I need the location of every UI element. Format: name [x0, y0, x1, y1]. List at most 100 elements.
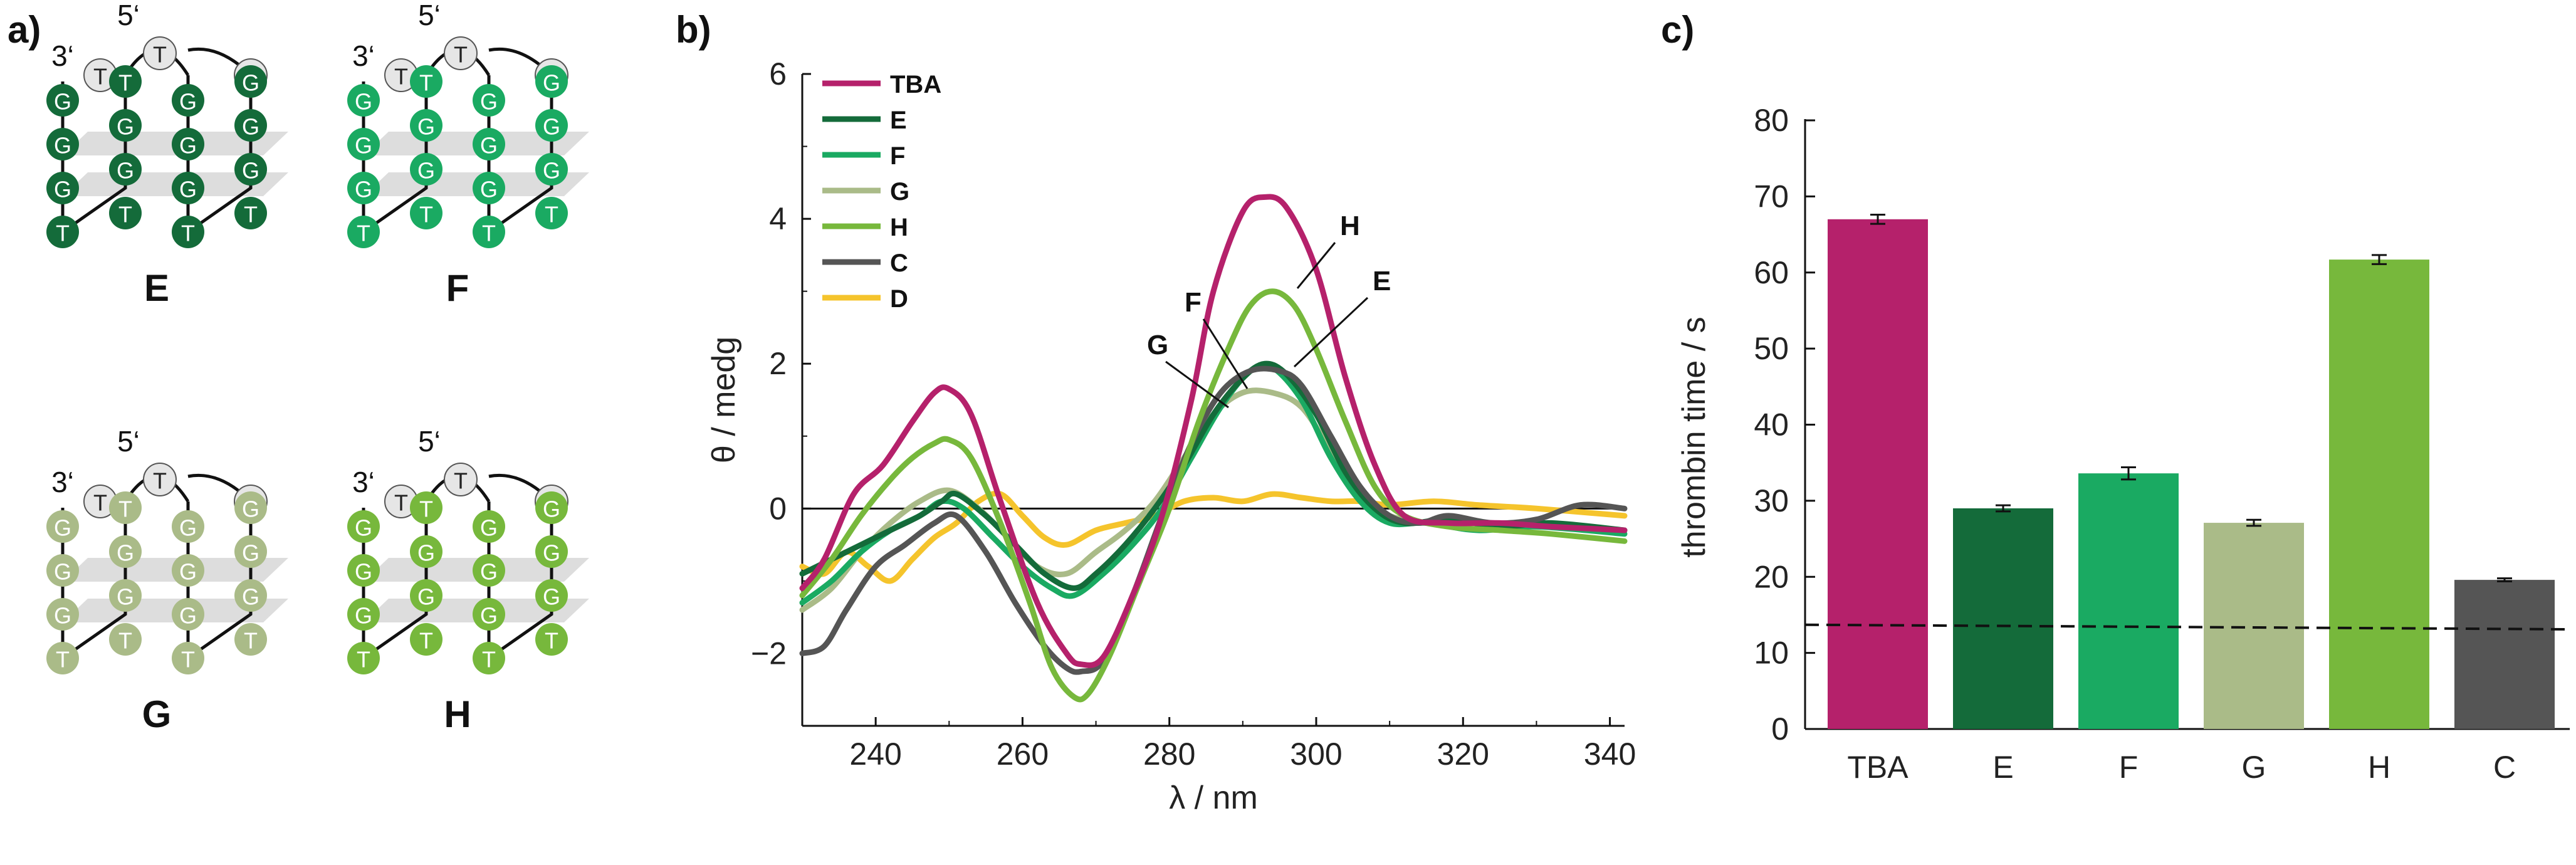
stem-nucleotide: T — [347, 642, 380, 674]
nucleotide-circle — [46, 216, 79, 248]
curve-annotation-G: G — [1147, 330, 1168, 360]
stem-nucleotide: G — [234, 153, 267, 186]
stem-nucleotide: G — [109, 109, 142, 142]
stem-nucleotide: G — [234, 109, 267, 142]
stem-nucleotide: G — [473, 554, 505, 587]
stem-nucleotide: G — [410, 579, 442, 612]
nucleotide-circle — [410, 491, 442, 524]
nucleotide-letter: G — [54, 603, 71, 629]
nucleotide-letter: G — [242, 158, 259, 184]
stem-nucleotide: T — [172, 642, 204, 674]
nucleotide-letter: G — [179, 177, 197, 202]
loop-nucleotide: T — [384, 58, 418, 92]
legend-label-E: E — [890, 107, 907, 134]
x-tick-label: 260 — [997, 737, 1049, 772]
x-category-label-F: F — [2119, 750, 2139, 785]
nucleotide-circle — [109, 109, 142, 142]
stem-nucleotide: G — [347, 172, 380, 204]
nucleotide-letter: T — [118, 70, 132, 96]
nucleotide-letter: G — [543, 584, 560, 610]
x-axis-title: λ / nm — [1169, 780, 1258, 816]
y-axis-title: thrombin time / s — [1676, 317, 1712, 557]
nucleotide-circle — [143, 36, 177, 70]
stem-nucleotide: G — [473, 172, 505, 204]
three-prime-label: 3‘ — [51, 466, 74, 498]
nucleotide-circle — [46, 172, 79, 204]
structure-name: H — [444, 693, 471, 735]
stem-nucleotide: T — [473, 216, 505, 248]
nucleotide-letter: G — [543, 496, 560, 522]
bar-H — [2329, 260, 2429, 730]
nucleotide-letter: T — [419, 70, 433, 96]
nucleotide-circle — [172, 642, 204, 674]
nucleotide-circle — [535, 197, 568, 229]
stem-nucleotide: T — [46, 216, 79, 248]
nucleotide-letter: G — [480, 603, 498, 629]
nucleotide-letter: T — [118, 496, 132, 522]
nucleotide-letter: T — [153, 42, 167, 68]
nucleotide-circle — [46, 84, 79, 117]
stem-nucleotide: T — [410, 491, 442, 524]
nucleotide-letter: G — [355, 177, 372, 202]
nucleotide-circle — [473, 172, 505, 204]
nucleotide-circle — [234, 109, 267, 142]
y-tick-label: 70 — [1754, 179, 1789, 214]
nucleotide-circle — [172, 172, 204, 204]
y-tick-label: 40 — [1754, 407, 1789, 443]
nucleotide-letter: G — [355, 515, 372, 541]
nucleotide-circle — [347, 554, 380, 587]
nucleotide-letter: T — [419, 202, 433, 228]
nucleotide-letter: T — [419, 628, 433, 654]
stem-nucleotide: T — [109, 491, 142, 524]
nucleotide-letter: T — [118, 628, 132, 654]
nucleotide-letter: T — [454, 468, 468, 494]
nucleotide-letter: G — [480, 515, 498, 541]
nucleotide-letter: G — [242, 496, 259, 522]
nucleotide-circle — [172, 128, 204, 160]
stem-nucleotide: G — [535, 535, 568, 568]
stem-nucleotide: G — [410, 109, 442, 142]
x-category-label-H: H — [2368, 750, 2390, 785]
nucleotide-letter: G — [480, 89, 498, 115]
y-tick-label: 4 — [769, 201, 787, 236]
nucleotide-letter: G — [54, 559, 71, 585]
nucleotide-circle — [473, 510, 505, 543]
five-prime-label: 5‘ — [117, 0, 140, 31]
stem-nucleotide: T — [535, 623, 568, 656]
nucleotide-letter: G — [543, 540, 560, 566]
nucleotide-letter: G — [355, 133, 372, 159]
nucleotide-circle — [535, 623, 568, 656]
panel-b-cd-spectra: −2 0 2 4 6 240 260 280 300 320 340 λ / nm θ / medg TB… — [706, 56, 1636, 816]
bar-E — [1953, 508, 2053, 729]
nucleotide-circle — [143, 463, 177, 496]
nucleotide-letter: G — [480, 133, 498, 159]
nucleotide-circle — [535, 491, 568, 524]
nucleotide-letter: G — [54, 515, 71, 541]
panel-label-a: a) — [8, 9, 41, 51]
stem-nucleotide: G — [109, 153, 142, 186]
nucleotide-letter: T — [482, 221, 496, 246]
legend-label-TBA: TBA — [890, 71, 941, 98]
nucleotide-letter: T — [181, 221, 195, 246]
nucleotide-letter: T — [118, 202, 132, 228]
nucleotide-circle — [347, 172, 380, 204]
nucleotide-circle — [410, 535, 442, 568]
x-category-label-TBA: TBA — [1847, 750, 1908, 785]
x-category-label-C: C — [2493, 750, 2516, 785]
nucleotide-circle — [172, 216, 204, 248]
x-tick-label: 300 — [1290, 737, 1342, 772]
nucleotide-circle — [234, 535, 267, 568]
stem-nucleotide: G — [347, 598, 380, 631]
nucleotide-circle — [46, 598, 79, 631]
nucleotide-circle — [535, 153, 568, 186]
nucleotide-circle — [109, 623, 142, 656]
nucleotide-circle — [109, 153, 142, 186]
y-tick-label: 10 — [1754, 636, 1789, 671]
curve-annotation-E: E — [1373, 266, 1391, 296]
nucleotide-letter: G — [480, 559, 498, 585]
three-prime-label: 3‘ — [51, 39, 74, 72]
nucleotide-letter: T — [394, 64, 408, 90]
structure-name: G — [142, 693, 172, 735]
nucleotide-letter: G — [242, 70, 259, 96]
stem-nucleotide: G — [410, 535, 442, 568]
